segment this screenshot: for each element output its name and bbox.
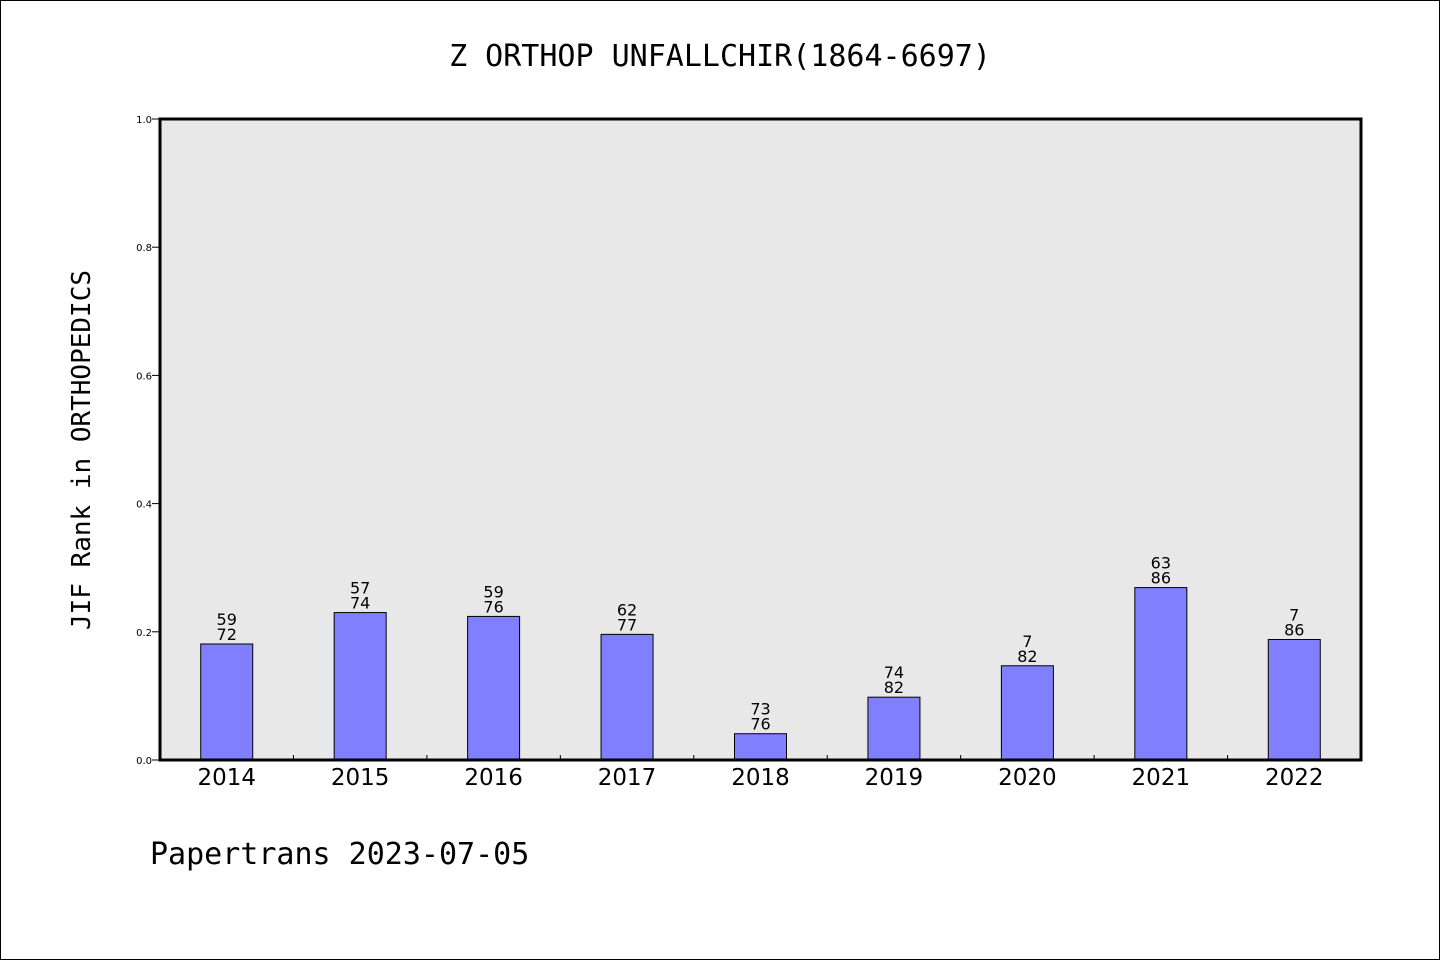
- data-label-rank: 7: [1289, 605, 1299, 624]
- x-tick-label: 2014: [197, 765, 256, 791]
- y-tick-label: 0.8: [136, 243, 152, 254]
- data-label-total: 77: [617, 615, 637, 634]
- y-tick-label: 1.0: [136, 115, 152, 126]
- y-tick-label: 0.2: [136, 628, 152, 639]
- x-tick-label: 2022: [1265, 765, 1324, 791]
- data-label-total: 76: [483, 597, 503, 616]
- data-label-total: 76: [750, 715, 770, 734]
- bar: [200, 643, 254, 761]
- x-tick-label: 2019: [865, 765, 924, 791]
- bar: [1000, 665, 1054, 761]
- y-tick-label: 0.4: [136, 500, 152, 511]
- y-tick-label: 0.6: [136, 371, 152, 382]
- bar: [734, 733, 787, 761]
- data-label-total: 74: [350, 594, 370, 613]
- bar: [467, 615, 521, 761]
- data-label-total: 86: [1151, 569, 1171, 588]
- x-tick-label: 2017: [598, 765, 657, 791]
- data-label-rank: 74: [884, 663, 904, 682]
- bar: [600, 633, 654, 761]
- data-label-rank: 59: [217, 610, 237, 629]
- x-tick-label: 2018: [731, 765, 790, 791]
- y-tick-label: 0.0: [136, 756, 152, 767]
- bar: [867, 696, 921, 761]
- y-axis-label: JIF Rank in ORTHOPEDICS: [67, 270, 97, 630]
- data-label-rank: 59: [483, 582, 503, 601]
- x-tick-label: 2020: [998, 765, 1057, 791]
- data-label-total: 72: [217, 625, 237, 644]
- chart-title: Z ORTHOP UNFALLCHIR(1864-6697): [449, 39, 991, 74]
- data-label-total: 82: [1017, 647, 1037, 666]
- data-label-rank: 62: [617, 600, 637, 619]
- data-label-rank: 57: [350, 579, 370, 598]
- plot-border: [158, 117, 1363, 762]
- bar: [1267, 638, 1321, 761]
- data-label-rank: 7: [1022, 632, 1032, 651]
- data-label-total: 82: [884, 678, 904, 697]
- footer-text: Papertrans 2023-07-05: [150, 837, 529, 872]
- bar: [1134, 587, 1188, 761]
- data-label-total: 86: [1284, 620, 1304, 639]
- x-tick-label: 2015: [331, 765, 390, 791]
- data-label-rank: 63: [1151, 554, 1171, 573]
- data-label-rank: 73: [750, 700, 770, 719]
- x-tick-label: 2021: [1132, 765, 1191, 791]
- x-tick-label: 2016: [464, 765, 523, 791]
- bar: [333, 612, 387, 761]
